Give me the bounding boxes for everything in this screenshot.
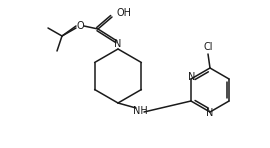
Text: OH: OH (117, 8, 132, 18)
Text: N: N (206, 108, 214, 118)
Text: Cl: Cl (203, 42, 213, 52)
Text: N: N (188, 72, 196, 82)
Text: N: N (114, 39, 122, 49)
Text: O: O (76, 21, 84, 31)
Text: NH: NH (133, 106, 147, 116)
